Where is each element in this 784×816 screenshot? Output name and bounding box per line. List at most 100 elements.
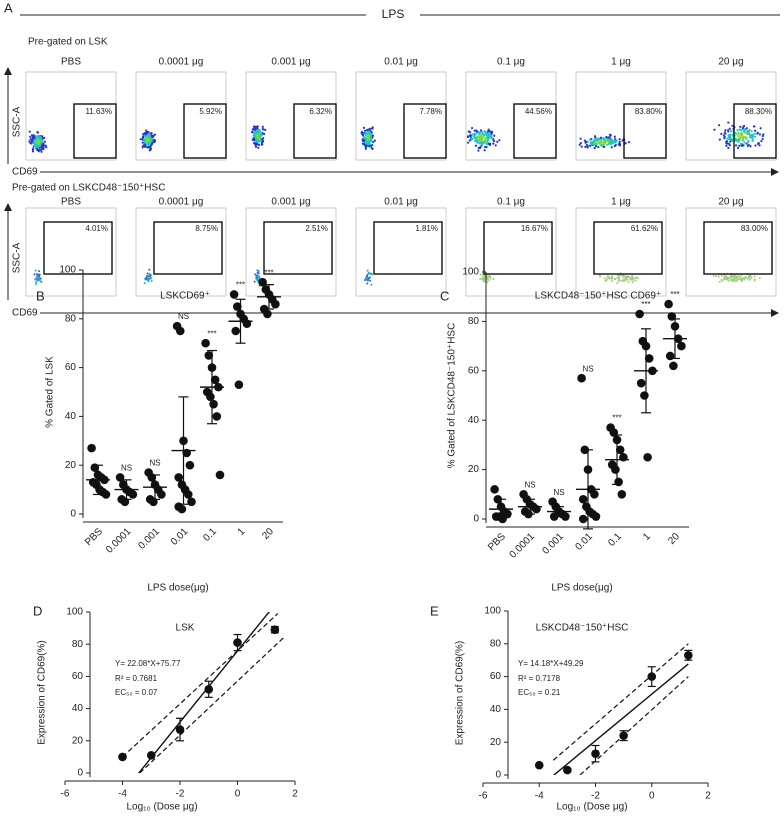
event-dot [759, 127, 762, 130]
event-dot [584, 145, 587, 149]
event-dot [616, 282, 619, 285]
dose-label: 0.1 μg [497, 57, 525, 68]
event-dot [593, 141, 596, 144]
event-dot [34, 138, 37, 141]
event-dot [728, 127, 731, 130]
data-point [177, 504, 187, 514]
data-point [563, 765, 572, 775]
event-dot [722, 134, 725, 137]
data-point [233, 302, 242, 311]
y-axis-label: Expression of CD69(%) [455, 641, 466, 745]
event-dot [590, 140, 594, 143]
event-dot [470, 126, 474, 130]
event-dot [482, 280, 485, 283]
equation: Y= 22.08*X+75.77 [115, 659, 181, 668]
y-tick-label: 80 [65, 313, 77, 324]
panel-title: LPS [382, 7, 405, 21]
event-dot [147, 141, 150, 145]
x-axis-label: LPS dose(μg) [551, 583, 612, 594]
x-tick-label: 0.1 [201, 526, 219, 544]
event-dot [604, 279, 607, 282]
data-point [204, 684, 214, 694]
significance-label: *** [236, 281, 245, 290]
event-dot [727, 279, 730, 282]
event-dot [610, 279, 613, 282]
gate [513, 103, 557, 159]
gate [483, 221, 553, 275]
event-dot [364, 147, 367, 150]
event-dot [147, 134, 150, 137]
event-dot [731, 134, 734, 137]
event-dot [28, 140, 31, 143]
event-dot [256, 269, 259, 272]
gate-percent: 83.80% [635, 107, 662, 116]
event-dot [490, 133, 493, 136]
dose-label: 20 μg [718, 57, 743, 68]
event-dot [734, 138, 738, 141]
chart-title: LSKCD48⁻150⁺HSC [536, 623, 629, 634]
event-dot [40, 281, 43, 284]
data-point [669, 361, 678, 371]
data-point [185, 460, 195, 470]
gate-percent: 8.75% [195, 224, 218, 233]
event-dot [36, 131, 39, 134]
data-point [101, 490, 111, 499]
event-dot [616, 276, 619, 279]
event-dot [474, 133, 477, 136]
gate [703, 221, 773, 275]
event-dot [362, 136, 366, 139]
x-tick-label: 1 [641, 531, 653, 543]
event-dot [147, 280, 150, 283]
event-dot [738, 144, 741, 147]
event-dot [732, 278, 735, 281]
event-dot [481, 273, 484, 276]
y-tick-label: 100 [66, 607, 83, 618]
event-dot [30, 140, 33, 143]
event-dot [617, 277, 620, 280]
event-dot [733, 275, 736, 278]
event-dot [760, 140, 763, 143]
event-dot [626, 275, 629, 278]
event-dot [488, 134, 491, 137]
event-dot [142, 132, 145, 136]
event-dot [38, 273, 41, 276]
event-dot [737, 140, 740, 143]
y-tick-label: 0 [70, 509, 76, 520]
event-dot [35, 283, 38, 286]
significance-label: NS [121, 464, 132, 473]
event-dot [486, 281, 489, 284]
event-dot [150, 134, 154, 138]
event-dot [39, 277, 42, 280]
event-dot [35, 135, 38, 138]
event-dot [597, 145, 600, 149]
event-dot [36, 140, 40, 143]
event-dot [481, 278, 484, 281]
event-dot [496, 140, 499, 143]
event-dot [41, 137, 45, 140]
event-dot [608, 133, 612, 136]
event-dot [748, 128, 751, 131]
event-dot [38, 146, 41, 149]
event-dot [735, 133, 738, 136]
event-dot [31, 150, 35, 153]
event-dot [599, 140, 603, 144]
confidence-band [579, 676, 689, 775]
event-dot [253, 128, 256, 132]
data-point [643, 452, 652, 462]
equation: Y= 14.18*X+49.29 [518, 659, 584, 668]
event-dot [150, 139, 153, 142]
event-dot [261, 138, 264, 141]
event-dot [370, 283, 373, 286]
data-point [233, 638, 242, 647]
dose-label: PBS [61, 57, 81, 68]
significance-label: NS [553, 488, 564, 497]
event-dot [34, 281, 37, 284]
x-axis-label: Log₁₀ (Dose μg) [556, 802, 627, 813]
dose-label: 0.01 μg [384, 57, 418, 68]
event-dot [471, 133, 474, 136]
event-dot [746, 133, 749, 136]
plot-frame [465, 207, 557, 297]
event-dot [144, 131, 147, 135]
data-point [231, 326, 240, 336]
data-point [270, 625, 280, 635]
